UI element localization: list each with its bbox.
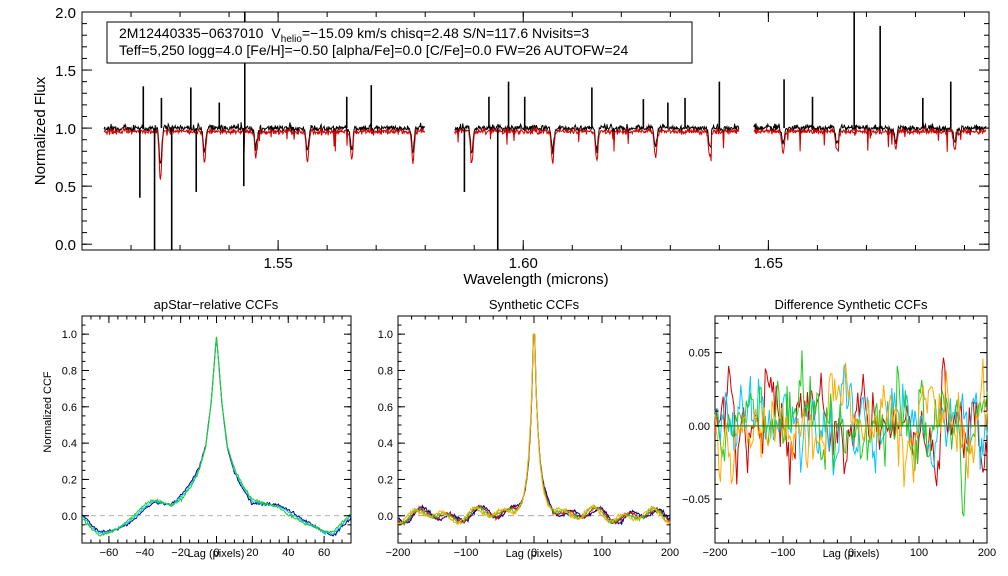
- x-tick-label: −100: [771, 547, 796, 559]
- y-tick-label: 0.0: [62, 511, 77, 523]
- ccf1-y-axis-label: Normalized CCF: [42, 371, 54, 453]
- y-tick-label: 0.0: [55, 237, 76, 254]
- spectrum-ticks: 1.55 1.60 1.65 0.0 0.5 1.0 1.5 2.0: [55, 5, 989, 272]
- y-tick-label: 0.6: [378, 402, 393, 414]
- ccf2-ticks: −200 −100 0 100 200 0.0 0.2 0.4 0.6 0.8 1.0: [378, 315, 679, 559]
- ccf3-title: Difference Synthetic CCFs: [775, 297, 928, 312]
- model-spectrum-chip-3: [753, 126, 987, 154]
- info-box-frame: [106, 21, 693, 64]
- y-tick-label: 0.00: [689, 421, 710, 433]
- y-tick-label: 0.5: [55, 179, 76, 196]
- x-tick-label: 40: [282, 547, 294, 559]
- x-tick-label: 20: [246, 547, 258, 559]
- y-tick-label: 1.0: [62, 329, 77, 341]
- ccf3-ticks: −200 −100 0 100 200 −0.05 0.00 0.05: [682, 316, 996, 559]
- ccf2-panel: −200 −100 0 100 200 0.0 0.2 0.4 0.6 0.8 1.0 Synthe…: [378, 297, 679, 560]
- info-vhelio-subscript: helio: [281, 34, 303, 45]
- ccf3-series-4: [714, 358, 988, 488]
- y-tick-label: 0.6: [62, 402, 77, 414]
- x-tick-label: 0: [531, 547, 537, 559]
- info-star-id: 2M12440335−0637010: [119, 25, 264, 41]
- ccf1-title: apStar−relative CCFs: [154, 297, 279, 312]
- ccf3-x-axis-label: Lag (pixels): [823, 548, 880, 560]
- x-tick-label: 1.65: [754, 255, 783, 272]
- x-tick-label: 60: [318, 547, 330, 559]
- ccf3-series-3: [714, 350, 988, 517]
- spectrum-info-box: 2M12440335−0637010 Vhelio=−15.09 km/s chi…: [106, 21, 693, 64]
- x-tick-label: −200: [386, 547, 411, 559]
- x-tick-label: −200: [703, 547, 728, 559]
- spectrum-x-axis-label: Wavelength (microns): [463, 271, 608, 288]
- ccf1-ticks: −60 −40 −20 0 20 40 60 0.0 0.2 0.4 0.6 0.8 1.0: [62, 315, 352, 559]
- spectrum-panel: 1.55 1.60 1.65 0.0 0.5 1.0 1.5 2.0 2M12440335−0…: [32, 5, 990, 288]
- y-tick-label: 0.8: [378, 365, 393, 377]
- x-tick-label: −20: [171, 547, 190, 559]
- y-tick-label: −0.05: [682, 494, 710, 506]
- model-spectrum-chip-1: [103, 126, 426, 181]
- ccf2-title: Synthetic CCFs: [489, 297, 580, 312]
- y-tick-label: 0.8: [62, 365, 77, 377]
- info-vhelio-label: V: [271, 25, 281, 41]
- x-tick-label: 100: [910, 547, 928, 559]
- y-tick-label: 0.4: [62, 438, 77, 450]
- x-tick-label: 0: [213, 547, 219, 559]
- y-tick-label: 1.0: [378, 329, 393, 341]
- x-tick-label: 0: [848, 547, 854, 559]
- observed-spectrum-chip-2: [454, 122, 740, 155]
- y-tick-label: 2.0: [55, 5, 76, 22]
- y-tick-label: 0.0: [378, 511, 393, 523]
- y-tick-label: 0.2: [62, 474, 77, 486]
- info-vhelio-rest: =−15.09 km/s chisq=2.48 S/N=117.6 Nvisit…: [302, 25, 590, 41]
- x-tick-label: 200: [978, 547, 996, 559]
- model-spectrum-chip-2: [454, 126, 740, 164]
- ccf2-lines: [397, 333, 671, 527]
- ccf1-panel: −60 −40 −20 0 20 40 60 0.0 0.2 0.4 0.6 0.8 1.0 apSta…: [42, 297, 352, 560]
- y-tick-label: 1.5: [55, 63, 76, 80]
- x-tick-label: 1.60: [509, 255, 538, 272]
- x-tick-label: −40: [135, 547, 154, 559]
- info-line-1: 2M12440335−0637010 Vhelio=−15.09 km/s chi…: [119, 25, 589, 45]
- x-tick-label: −60: [100, 547, 119, 559]
- spectrum-y-axis-label: Normalized Flux: [32, 76, 49, 185]
- ccf1-lines: [81, 336, 352, 537]
- spectrum-plot-frame: [81, 11, 990, 251]
- x-tick-label: 200: [661, 547, 679, 559]
- ccf1-x-axis-label: Lag (pixels): [188, 548, 245, 560]
- spectrum-lines: [103, 12, 987, 250]
- info-line-2: Teff=5,250 logg=4.0 [Fe/H]=−0.50 [alpha/…: [119, 42, 628, 58]
- x-tick-label: −100: [454, 547, 479, 559]
- y-tick-label: 0.05: [689, 348, 710, 360]
- y-tick-label: 1.0: [55, 121, 76, 138]
- ccf3-lines: [714, 350, 988, 517]
- ccf2-series-4: [397, 333, 671, 526]
- ccf3-panel: −200 −100 0 100 200 −0.05 0.00 0.05 Difference …: [682, 297, 996, 560]
- y-tick-label: 0.4: [378, 438, 393, 450]
- y-tick-label: 0.2: [378, 474, 393, 486]
- ccf2-x-axis-label: Lag (pixels): [506, 548, 563, 560]
- x-tick-label: 1.55: [264, 255, 293, 272]
- ccf1-series-3: [81, 336, 352, 537]
- x-tick-label: 100: [593, 547, 611, 559]
